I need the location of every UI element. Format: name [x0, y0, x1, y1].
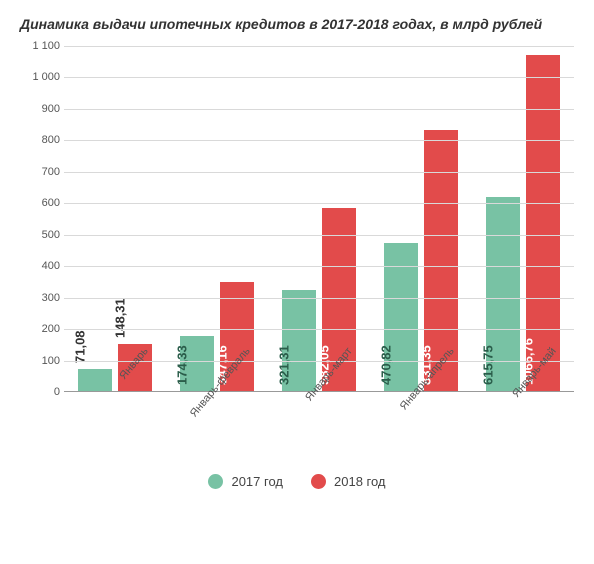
- legend-item: 2018 год: [311, 474, 386, 489]
- gridline: [64, 140, 574, 141]
- gridline: [64, 329, 574, 330]
- bar: 615,75: [486, 197, 520, 391]
- bar-value-label: 71,08: [73, 330, 88, 363]
- bar-value-label: 470,82: [379, 345, 394, 385]
- legend: 2017 год 2018 год: [20, 474, 574, 489]
- bar-groups: 71,08148,31174,33347,16321,31582,05470,8…: [64, 46, 574, 391]
- bar: 1066,76: [526, 55, 560, 391]
- x-tick: Январь-февраль: [180, 392, 254, 466]
- x-tick: Январь: [78, 392, 152, 466]
- bar-value-label: 615,75: [481, 345, 496, 385]
- bar: 470,82: [384, 243, 418, 391]
- plot-area: 71,08148,31174,33347,16321,31582,05470,8…: [64, 46, 574, 392]
- gridline: [64, 172, 574, 173]
- legend-item: 2017 год: [208, 474, 283, 489]
- legend-label: 2018 год: [334, 474, 386, 489]
- bar-value-label: 321,31: [277, 345, 292, 385]
- gridline: [64, 266, 574, 267]
- gridline: [64, 203, 574, 204]
- y-tick-label: 200: [20, 323, 60, 335]
- x-tick: Январь-апрель: [384, 392, 458, 466]
- y-tick-label: 800: [20, 134, 60, 146]
- legend-label: 2017 год: [231, 474, 283, 489]
- gridline: [64, 235, 574, 236]
- y-tick-label: 400: [20, 260, 60, 272]
- y-tick-label: 900: [20, 103, 60, 115]
- gridline: [64, 46, 574, 47]
- y-tick-label: 500: [20, 229, 60, 241]
- y-tick-label: 300: [20, 292, 60, 304]
- bar-value-label: 148,31: [113, 299, 128, 339]
- bar-value-label: 174,33: [175, 345, 190, 385]
- bar: 174,33: [180, 336, 214, 391]
- legend-swatch: [208, 474, 223, 489]
- chart-title: Динамика выдачи ипотечных кредитов в 201…: [20, 16, 574, 32]
- bar-group: 174,33347,16: [180, 46, 254, 391]
- y-tick-label: 700: [20, 166, 60, 178]
- y-tick-label: 0: [20, 386, 60, 398]
- y-tick-label: 1 100: [20, 40, 60, 52]
- gridline: [64, 298, 574, 299]
- bar-group: 470,82831,35: [384, 46, 458, 391]
- chart: 71,08148,31174,33347,16321,31582,05470,8…: [20, 46, 574, 466]
- y-tick-label: 1 000: [20, 71, 60, 83]
- bar-group: 321,31582,05: [282, 46, 356, 391]
- bar-group: 71,08148,31: [78, 46, 152, 391]
- x-tick: Январь-май: [486, 392, 560, 466]
- y-tick-label: 100: [20, 355, 60, 367]
- x-axis: Январь Январь-февраль Январь-март Январь-ап…: [64, 392, 574, 466]
- gridline: [64, 77, 574, 78]
- legend-swatch: [311, 474, 326, 489]
- gridline: [64, 109, 574, 110]
- y-tick-label: 600: [20, 197, 60, 209]
- bar-group: 615,751066,76: [486, 46, 560, 391]
- bar: 321,31: [282, 290, 316, 391]
- x-tick: Январь-март: [282, 392, 356, 466]
